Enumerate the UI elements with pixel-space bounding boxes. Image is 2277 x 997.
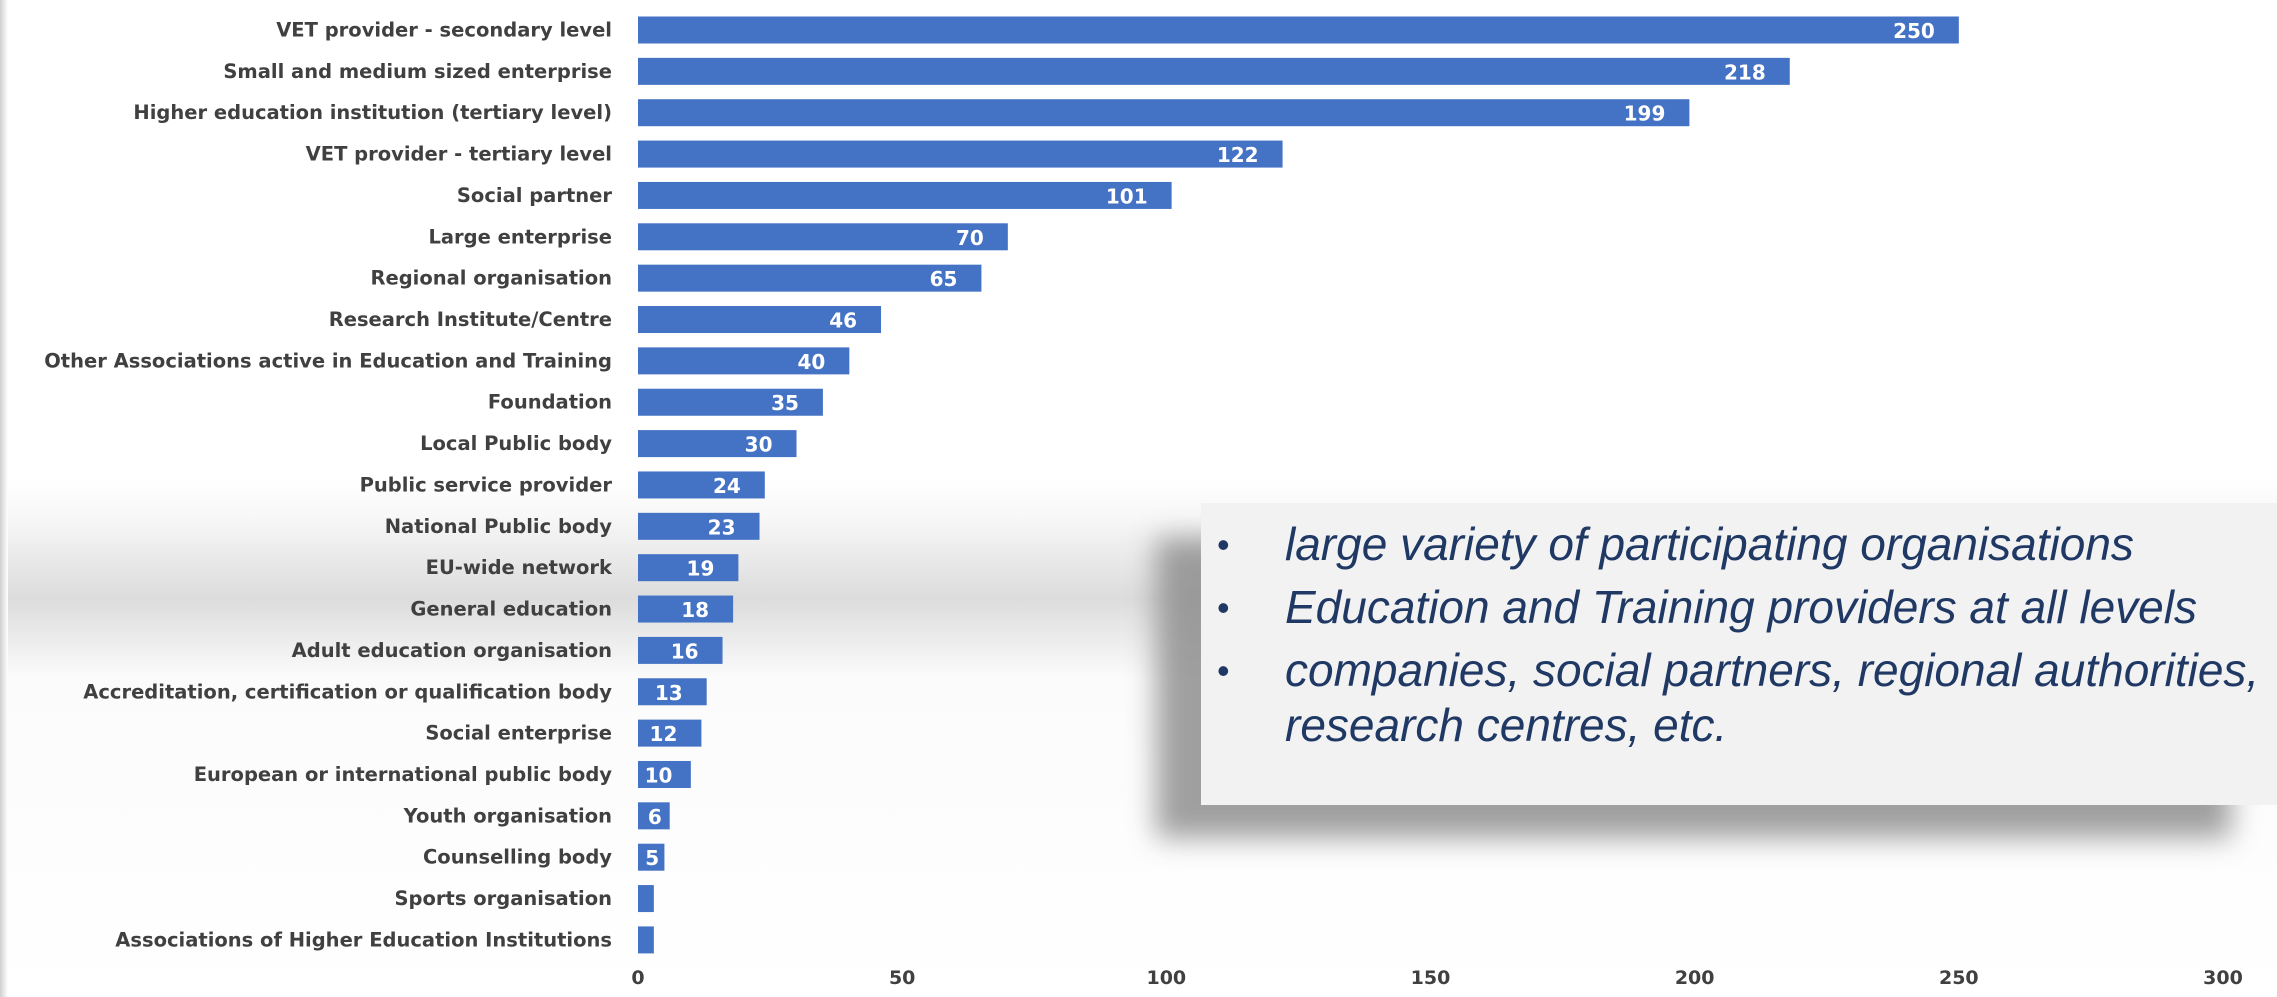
bar-value-label: 70 bbox=[956, 226, 984, 250]
category-label: Sports organisation bbox=[395, 887, 612, 910]
bullet-icon: • bbox=[1217, 524, 1230, 565]
bar-value-label: 250 bbox=[1893, 19, 1935, 43]
x-tick-label: 150 bbox=[1411, 967, 1451, 989]
bar bbox=[638, 926, 654, 954]
category-label: Youth organisation bbox=[403, 804, 612, 827]
bar bbox=[638, 99, 1690, 127]
category-label: Research Institute/Centre bbox=[329, 308, 612, 331]
callout-item-text: large variety of participating organisat… bbox=[1285, 518, 2134, 570]
bar-value-label: 5 bbox=[645, 846, 659, 870]
bar bbox=[638, 719, 702, 747]
bar bbox=[638, 388, 823, 416]
category-label: EU-wide network bbox=[426, 556, 613, 579]
bar-value-label: 122 bbox=[1217, 143, 1259, 167]
bar-value-label: 24 bbox=[713, 474, 741, 498]
bullet-icon: • bbox=[1217, 587, 1230, 628]
bullet-icon: • bbox=[1217, 650, 1230, 691]
bar bbox=[638, 430, 797, 458]
x-tick-label: 0 bbox=[631, 967, 644, 989]
category-label: Social enterprise bbox=[425, 722, 612, 745]
category-label: Foundation bbox=[488, 391, 612, 414]
bar bbox=[638, 885, 654, 913]
bar bbox=[638, 140, 1283, 168]
bar-value-label: 46 bbox=[829, 309, 857, 333]
category-label: Adult education organisation bbox=[292, 639, 612, 662]
bar-value-label: 30 bbox=[745, 433, 773, 457]
category-label: Social partner bbox=[457, 184, 612, 207]
bar bbox=[638, 512, 760, 540]
x-axis-tick-labels: 0 50 100 150 200 250 300 bbox=[631, 967, 2242, 989]
bar-value-label: 218 bbox=[1724, 60, 1766, 84]
bar bbox=[638, 347, 850, 375]
bar-value-label: 101 bbox=[1106, 184, 1148, 208]
bar bbox=[638, 595, 734, 623]
bar-value-label: 6 bbox=[648, 805, 662, 829]
category-labels: VET provider - secondary level Small and … bbox=[44, 19, 613, 952]
category-label: Large enterprise bbox=[428, 225, 612, 248]
category-label: European or international public body bbox=[194, 763, 613, 786]
bar-value-label: 10 bbox=[645, 763, 673, 787]
x-tick-label: 100 bbox=[1146, 967, 1186, 989]
bar-value-label: 35 bbox=[771, 391, 799, 415]
x-tick-label: 50 bbox=[889, 967, 915, 989]
category-label: Regional organisation bbox=[370, 267, 612, 290]
category-label: Higher education institution (tertiary l… bbox=[133, 101, 612, 124]
callout-item-providers: • Education and Training providers at al… bbox=[1215, 580, 2277, 635]
bar bbox=[638, 223, 1008, 251]
left-edge-shading bbox=[0, 0, 8, 997]
bar bbox=[638, 636, 723, 664]
x-tick-label: 200 bbox=[1675, 967, 1715, 989]
category-label: National Public body bbox=[385, 515, 613, 538]
category-label: Counselling body bbox=[423, 846, 612, 869]
callout-item-companies: • companies, social partners, regional a… bbox=[1215, 643, 2277, 753]
summary-callout: • large variety of participating organis… bbox=[1201, 503, 2277, 805]
bar bbox=[638, 264, 982, 292]
bar-value-label: 19 bbox=[687, 557, 715, 581]
bar bbox=[638, 181, 1172, 209]
callout-list: • large variety of participating organis… bbox=[1215, 517, 2277, 753]
bars bbox=[638, 16, 1959, 954]
category-label: General education bbox=[410, 598, 612, 621]
bar bbox=[638, 554, 739, 582]
bar-value-label: 199 bbox=[1624, 102, 1666, 126]
bar-value-label: 13 bbox=[655, 681, 683, 705]
category-label: Accreditation, certification or qualific… bbox=[83, 680, 612, 703]
callout-item-text: Education and Training providers at all … bbox=[1285, 581, 2197, 633]
bar bbox=[638, 802, 670, 830]
bar bbox=[638, 471, 765, 499]
bar bbox=[638, 306, 882, 334]
category-label: Other Associations active in Education a… bbox=[44, 349, 612, 372]
bar-value-label: 16 bbox=[671, 639, 699, 663]
category-label: Small and medium sized enterprise bbox=[223, 60, 612, 83]
bar-value-label: 18 bbox=[681, 598, 709, 622]
bar bbox=[638, 760, 691, 788]
callout-item-variety: • large variety of participating organis… bbox=[1215, 517, 2277, 572]
x-tick-label: 300 bbox=[2203, 967, 2243, 989]
bar bbox=[638, 678, 707, 706]
x-tick-label: 250 bbox=[1939, 967, 1979, 989]
category-label: VET provider - tertiary level bbox=[306, 143, 612, 166]
category-label: Public service provider bbox=[360, 473, 613, 496]
callout-item-text: companies, social partners, regional aut… bbox=[1285, 644, 2260, 751]
bar-value-label: 40 bbox=[797, 350, 825, 374]
value-labels: 2502181991221017065464035302423191816131… bbox=[645, 19, 1935, 870]
bar bbox=[638, 843, 665, 871]
bar-value-label: 23 bbox=[708, 515, 736, 539]
bar-value-label: 65 bbox=[930, 267, 958, 291]
category-label: Local Public body bbox=[420, 432, 612, 455]
bar bbox=[638, 16, 1959, 44]
category-label: Associations of Higher Education Institu… bbox=[115, 928, 612, 951]
bar bbox=[638, 57, 1790, 85]
bar-value-label: 12 bbox=[650, 722, 678, 746]
category-label: VET provider - secondary level bbox=[276, 19, 612, 42]
